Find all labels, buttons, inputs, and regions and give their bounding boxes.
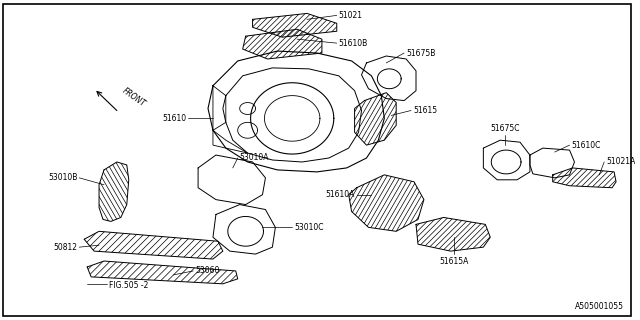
Text: 51610C: 51610C [572, 141, 601, 150]
Text: 51610: 51610 [162, 114, 186, 123]
Text: 51021: 51021 [339, 11, 363, 20]
Text: 51610A: 51610A [325, 190, 355, 199]
Text: 51021A: 51021A [606, 157, 636, 166]
Text: A505001055: A505001055 [575, 301, 624, 310]
Text: 51675C: 51675C [490, 124, 520, 133]
Text: FRONT: FRONT [121, 86, 147, 108]
Text: 53010C: 53010C [294, 223, 324, 232]
Text: FIG.505 -2: FIG.505 -2 [109, 281, 148, 290]
Text: 51675B: 51675B [406, 49, 435, 58]
Text: 51615A: 51615A [439, 257, 468, 266]
Text: 51615: 51615 [413, 106, 437, 115]
Text: 51610B: 51610B [339, 39, 368, 48]
Text: 53010B: 53010B [48, 173, 77, 182]
Text: 50812: 50812 [53, 243, 77, 252]
Text: 53010A: 53010A [240, 153, 269, 162]
Text: 53060: 53060 [195, 267, 220, 276]
